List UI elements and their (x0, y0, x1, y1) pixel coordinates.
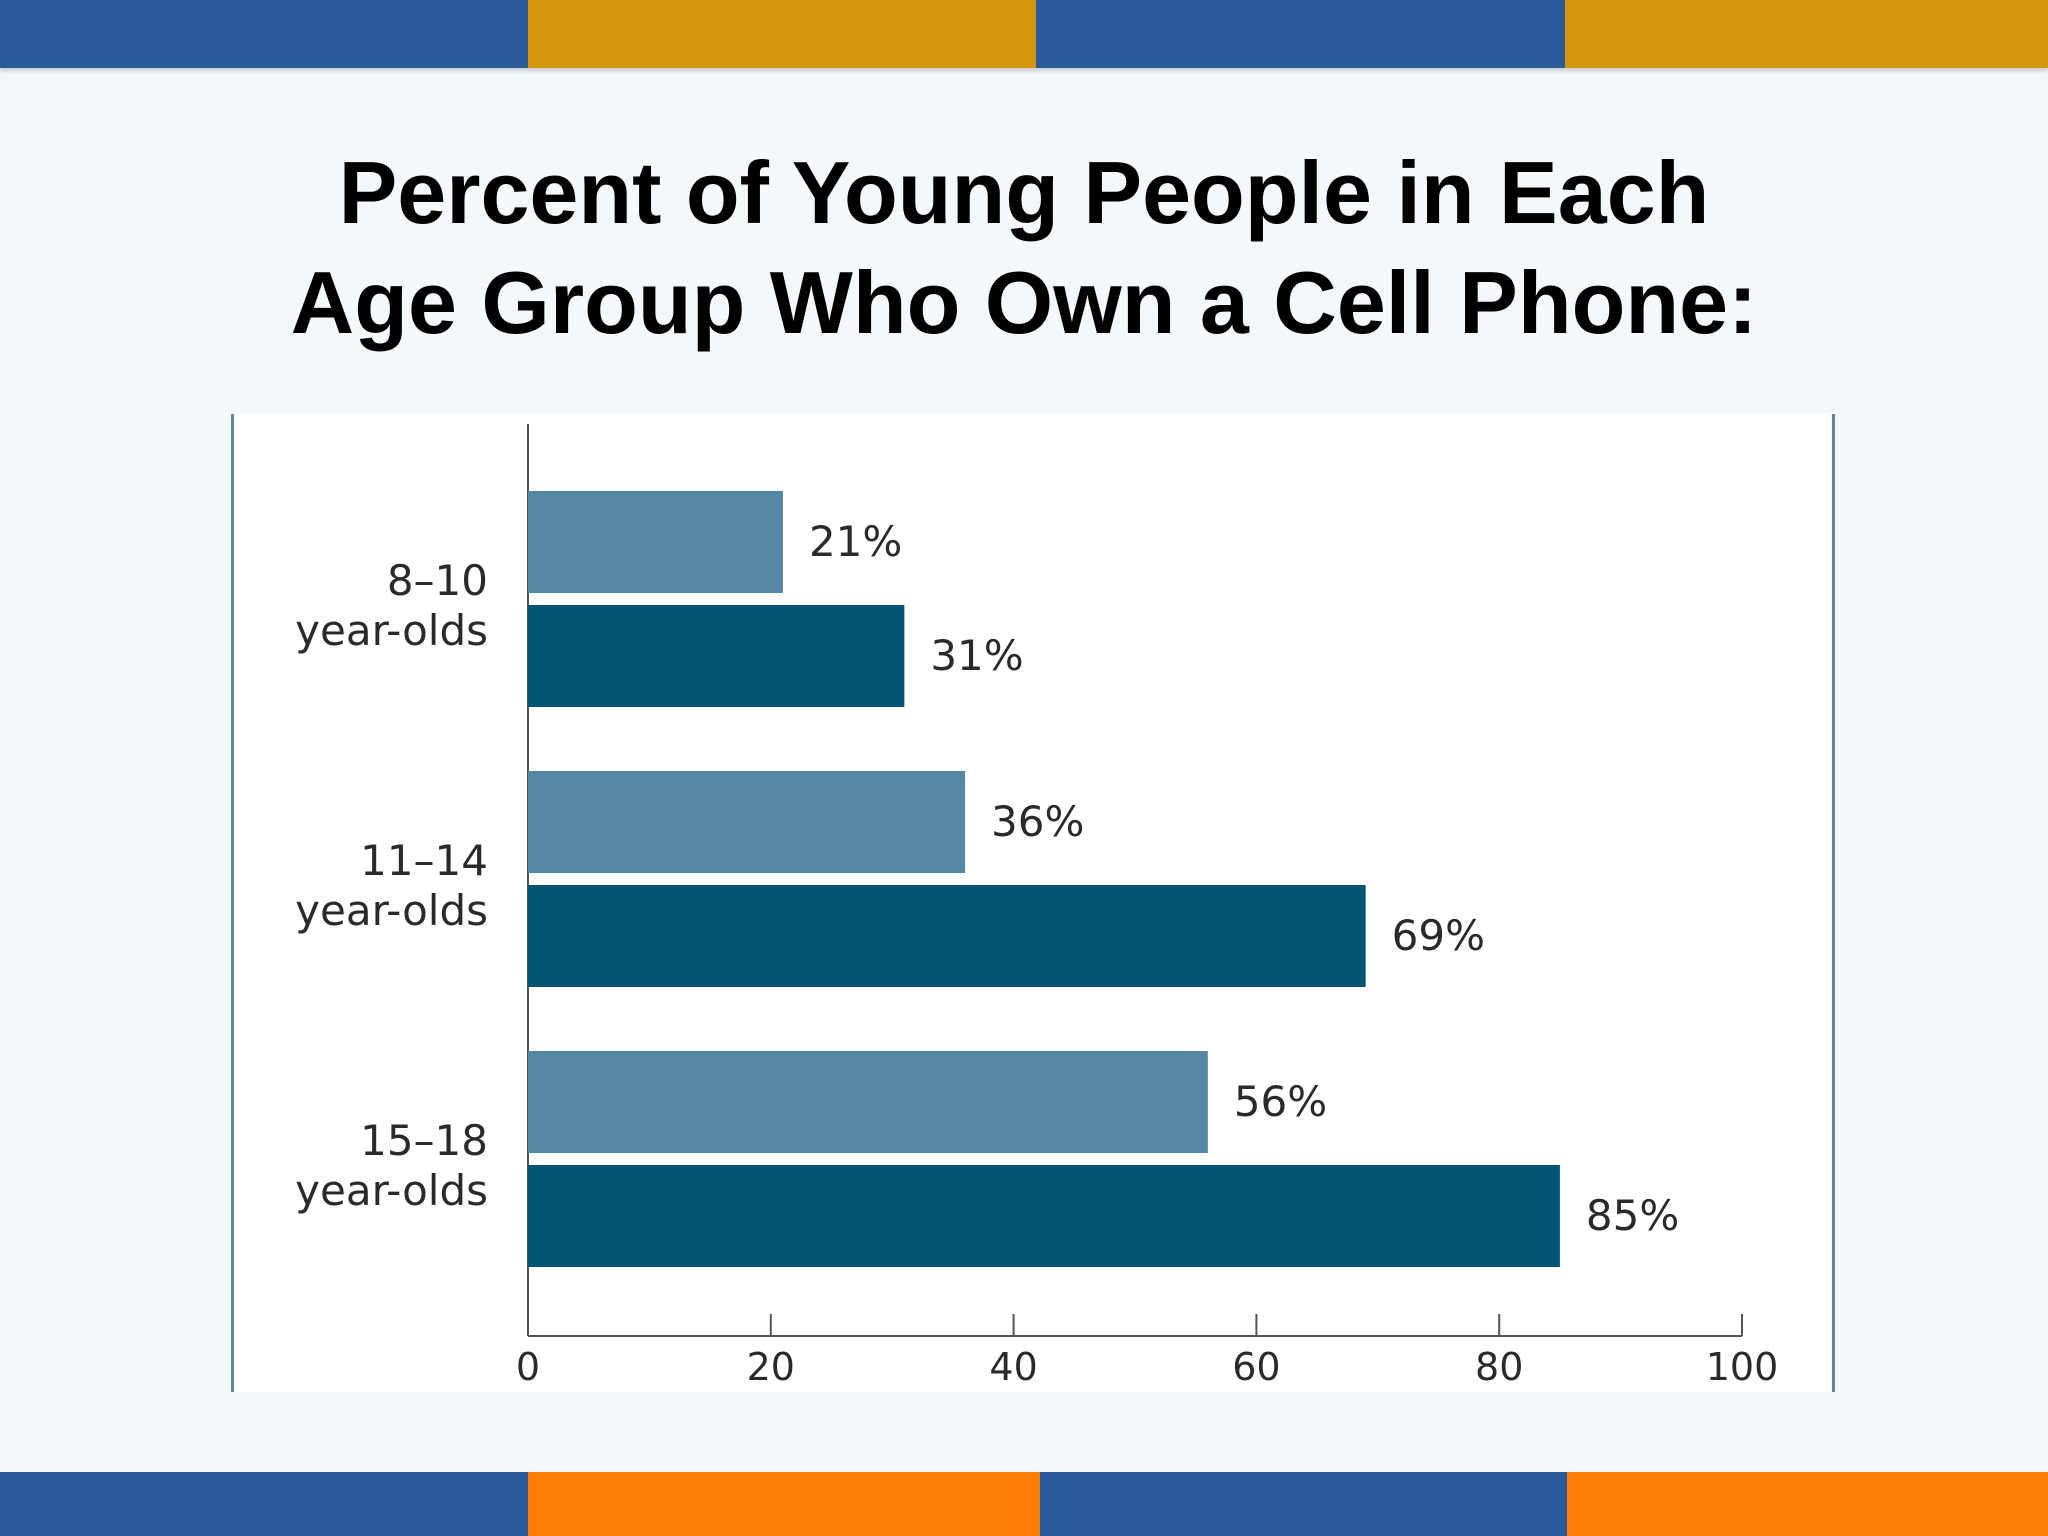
bar (528, 885, 1366, 987)
bar (528, 1165, 1560, 1267)
category-label: year-olds (295, 606, 488, 655)
band-segment (1040, 1472, 1567, 1536)
category-label: 11–14 (360, 836, 488, 885)
bar-value-label: 31% (930, 631, 1023, 680)
band-segment (0, 0, 528, 68)
band-segment (528, 0, 1036, 68)
bar (528, 491, 783, 593)
band-segment (0, 1472, 528, 1536)
category-label: year-olds (295, 886, 488, 935)
panel-left-edge (231, 414, 234, 1392)
x-tick-label: 80 (1475, 1345, 1523, 1389)
top-color-band (0, 0, 2048, 68)
page-title: Percent of Young People in Each Age Grou… (0, 138, 2048, 358)
x-tick-label: 0 (516, 1345, 540, 1389)
x-tick-label: 40 (989, 1345, 1037, 1389)
x-tick-label: 60 (1232, 1345, 1280, 1389)
x-tick-label: 100 (1706, 1345, 1779, 1389)
band-segment (1036, 0, 1565, 68)
bar-value-label: 69% (1392, 911, 1485, 960)
bar (528, 771, 966, 873)
bar (528, 605, 905, 707)
title-line: Percent of Young People in Each (338, 143, 1710, 242)
bar-value-label: 56% (1234, 1077, 1327, 1126)
bottom-color-band (0, 1472, 2048, 1536)
x-tick-label: 20 (747, 1345, 795, 1389)
bar-value-label: 36% (991, 797, 1084, 846)
title-line: Age Group Who Own a Cell Phone: (290, 253, 1758, 352)
category-label: 15–18 (360, 1116, 488, 1165)
panel-right-edge (1832, 414, 1835, 1392)
band-segment (1567, 1472, 2048, 1536)
bar-value-label: 85% (1586, 1191, 1679, 1240)
band-segment (528, 1472, 1040, 1536)
category-label: year-olds (295, 1166, 488, 1215)
band-segment (1565, 0, 2048, 68)
category-label: 8–10 (387, 556, 488, 605)
bar-value-label: 21% (809, 517, 902, 566)
bar (528, 1051, 1208, 1153)
